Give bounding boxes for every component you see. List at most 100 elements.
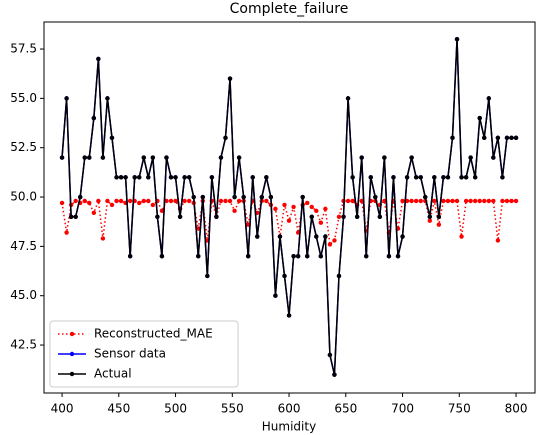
data-point (472, 198, 478, 204)
data-point (137, 200, 142, 206)
data-point (314, 208, 319, 214)
data-point (127, 254, 133, 259)
legend-marker (69, 351, 75, 357)
data-point (413, 198, 419, 204)
data-point (364, 254, 369, 259)
y-tick-label: 50.0 (10, 190, 37, 204)
data-point (350, 198, 355, 204)
data-point (513, 198, 519, 204)
data-point (427, 218, 432, 223)
data-point (491, 198, 496, 204)
data-point (423, 194, 428, 200)
data-point (404, 175, 410, 180)
y-tick-label: 47.5 (10, 239, 37, 253)
data-point (232, 208, 237, 214)
data-point (441, 175, 446, 180)
data-point (286, 218, 292, 223)
data-point (105, 198, 110, 204)
x-axis-label: Humidity (262, 420, 316, 434)
data-point (87, 200, 92, 206)
data-point (96, 198, 101, 204)
data-point (504, 135, 510, 141)
data-point (87, 155, 92, 160)
data-point (309, 214, 314, 219)
data-point (82, 198, 87, 204)
data-point (459, 234, 464, 239)
legend-label: Sensor data (94, 347, 166, 361)
data-point (205, 273, 210, 279)
data-point (300, 194, 305, 200)
data-point (214, 214, 219, 219)
data-point (109, 135, 115, 141)
data-point (286, 313, 292, 318)
data-point (182, 175, 187, 180)
data-point (223, 135, 228, 141)
data-point (150, 155, 156, 160)
data-point (282, 202, 287, 208)
data-point (114, 198, 119, 204)
data-point (336, 273, 342, 279)
data-point (504, 198, 510, 204)
data-point (341, 214, 346, 219)
data-point (500, 175, 505, 180)
data-point (155, 214, 160, 219)
data-point (486, 198, 492, 204)
legend: Reconstructed_MAE Sensor data Actual (49, 320, 239, 388)
data-point (377, 214, 383, 219)
data-point (463, 198, 469, 204)
data-point (105, 96, 110, 101)
data-point (114, 175, 119, 180)
data-point (168, 175, 174, 180)
data-point (196, 254, 201, 259)
data-point (382, 198, 387, 204)
data-point (463, 175, 469, 180)
data-point (368, 175, 373, 180)
data-point (209, 175, 215, 180)
data-point (177, 214, 183, 219)
legend-marker (69, 331, 75, 337)
data-point (468, 155, 473, 160)
legend-box (49, 320, 239, 388)
axes-frame (43, 21, 536, 394)
data-point (218, 155, 224, 160)
data-point (164, 198, 169, 204)
data-point (445, 175, 451, 180)
data-point (132, 175, 137, 180)
y-tick-label: 42.5 (10, 338, 37, 352)
data-point (291, 254, 296, 259)
data-point (91, 115, 97, 121)
data-point (64, 230, 69, 235)
data-point (250, 175, 255, 180)
data-point (436, 214, 442, 219)
data-point (82, 155, 87, 160)
data-point (513, 135, 519, 141)
y-tick-label: 45.0 (10, 288, 37, 302)
data-point (305, 254, 310, 259)
data-point (282, 273, 287, 279)
data-point (68, 214, 74, 219)
data-point (491, 155, 496, 160)
data-point (323, 206, 328, 212)
data-point (73, 198, 78, 204)
data-point (332, 238, 337, 243)
data-point (382, 155, 387, 160)
data-point (500, 198, 505, 204)
data-point (223, 198, 228, 204)
data-point (482, 135, 487, 141)
data-point (127, 198, 133, 204)
data-point (495, 135, 501, 141)
data-point (495, 238, 501, 243)
data-point (454, 198, 460, 204)
data-point (445, 198, 451, 204)
data-point (100, 155, 106, 160)
data-point (354, 214, 360, 219)
data-point (482, 198, 487, 204)
data-point (109, 202, 115, 208)
data-point (450, 198, 455, 204)
data-point (332, 372, 337, 377)
x-tick-label: 750 (448, 402, 471, 416)
y-tick-label: 55.0 (10, 91, 37, 105)
data-point (241, 194, 246, 200)
data-point (436, 222, 442, 227)
